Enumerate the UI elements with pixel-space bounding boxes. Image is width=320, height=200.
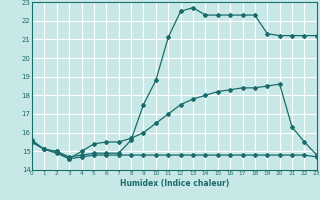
- X-axis label: Humidex (Indice chaleur): Humidex (Indice chaleur): [120, 179, 229, 188]
